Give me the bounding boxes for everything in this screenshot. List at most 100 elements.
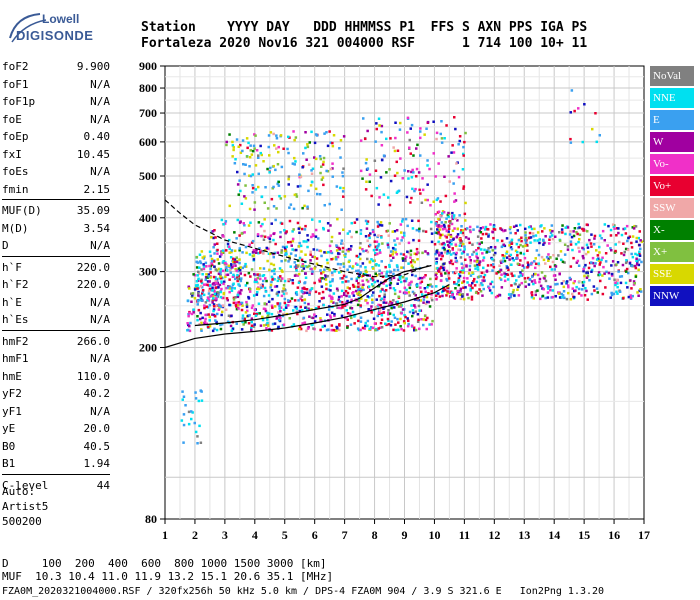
- echo-point: [516, 250, 519, 254]
- param-value: N/A: [90, 112, 110, 126]
- echo-point: [408, 310, 412, 314]
- echo-point: [597, 259, 601, 262]
- echo-point: [327, 288, 330, 291]
- echo-point: [250, 326, 253, 330]
- echo-point: [302, 264, 305, 268]
- echo-point: [625, 259, 628, 262]
- echo-point: [239, 143, 242, 147]
- echo-point: [364, 188, 368, 191]
- echo-point: [329, 284, 332, 287]
- echo-point: [341, 246, 345, 250]
- param-name: M(D): [2, 221, 29, 235]
- echo-point: [447, 290, 451, 294]
- echo-point: [408, 146, 411, 149]
- echo-point: [617, 227, 620, 230]
- echo-point: [515, 279, 518, 282]
- echo-point: [328, 202, 331, 206]
- echo-point: [262, 324, 266, 327]
- echo-point: [404, 259, 407, 263]
- echo-point: [380, 130, 383, 134]
- echo-point: [592, 243, 596, 246]
- header-label: S: [461, 20, 470, 35]
- echo-point: [211, 301, 214, 304]
- echo-point: [373, 322, 377, 325]
- echo-point: [503, 254, 506, 258]
- echo-point: [581, 284, 585, 287]
- echo-point: [258, 274, 261, 277]
- echo-point: [237, 307, 240, 310]
- echo-point: [205, 305, 208, 308]
- echo-point: [510, 238, 514, 242]
- echo-point: [187, 328, 190, 332]
- echo-point: [436, 228, 439, 231]
- echo-point: [295, 269, 298, 272]
- echo-point: [266, 311, 269, 315]
- echo-point: [394, 136, 397, 140]
- echo-point: [341, 306, 344, 309]
- echo-point: [310, 130, 313, 134]
- echo-point: [359, 257, 362, 261]
- echo-point: [279, 306, 283, 309]
- echo-point: [490, 280, 494, 284]
- echo-point: [590, 261, 593, 264]
- echo-point: [277, 318, 281, 322]
- echo-point: [428, 323, 431, 326]
- echo-point: [445, 229, 448, 233]
- echo-point: [596, 291, 599, 294]
- echo-point: [508, 258, 511, 261]
- echo-point: [356, 292, 359, 295]
- echo-point: [212, 308, 216, 311]
- echo-point: [410, 176, 414, 179]
- echo-point: [283, 246, 287, 249]
- echo-point: [270, 289, 274, 292]
- echo-point: [338, 247, 341, 251]
- header-label: FFS: [430, 20, 455, 35]
- echo-point: [509, 295, 512, 299]
- echo-point: [400, 266, 403, 269]
- echo-point: [369, 326, 373, 329]
- polarization-legend: NoVal NNE E W Vo- Vo+ SSW X- X+ SSE NNW: [650, 66, 694, 308]
- echo-point: [594, 262, 597, 265]
- echo-point: [266, 207, 270, 210]
- echo-point: [609, 228, 613, 232]
- echo-point: [435, 251, 438, 254]
- echo-point: [213, 327, 216, 331]
- echo-point: [385, 323, 388, 327]
- echo-point: [516, 262, 520, 266]
- echo-point: [639, 290, 643, 293]
- echo-point: [359, 265, 362, 268]
- echo-point: [246, 146, 249, 150]
- echo-point: [359, 305, 362, 309]
- echo-point: [603, 239, 606, 242]
- echo-point: [410, 123, 414, 127]
- echo-point: [380, 271, 384, 275]
- echo-point: [362, 283, 365, 286]
- echo-point: [412, 238, 415, 242]
- echo-point: [510, 247, 514, 251]
- echo-point: [388, 265, 391, 268]
- echo-point: [228, 287, 231, 290]
- echo-point: [252, 258, 256, 261]
- echo-point: [469, 274, 473, 277]
- echo-point: [299, 305, 302, 309]
- echo-point: [527, 225, 531, 229]
- param-name: h`Es: [2, 313, 29, 326]
- echo-point: [458, 244, 462, 247]
- echo-point: [499, 278, 503, 281]
- echo-point: [518, 263, 521, 266]
- echo-point: [351, 292, 354, 295]
- echo-point: [599, 261, 602, 264]
- echo-point: [236, 218, 239, 222]
- echo-point: [215, 320, 218, 324]
- echo-point: [403, 231, 406, 235]
- echo-point: [400, 231, 403, 234]
- echo-point: [413, 329, 416, 332]
- echo-point: [581, 227, 584, 231]
- echo-point: [434, 252, 437, 256]
- echo-point: [450, 239, 453, 243]
- echo-point: [597, 273, 600, 277]
- echo-point: [405, 195, 409, 199]
- echo-point: [262, 307, 266, 310]
- echo-point: [302, 152, 305, 155]
- echo-point: [521, 245, 525, 248]
